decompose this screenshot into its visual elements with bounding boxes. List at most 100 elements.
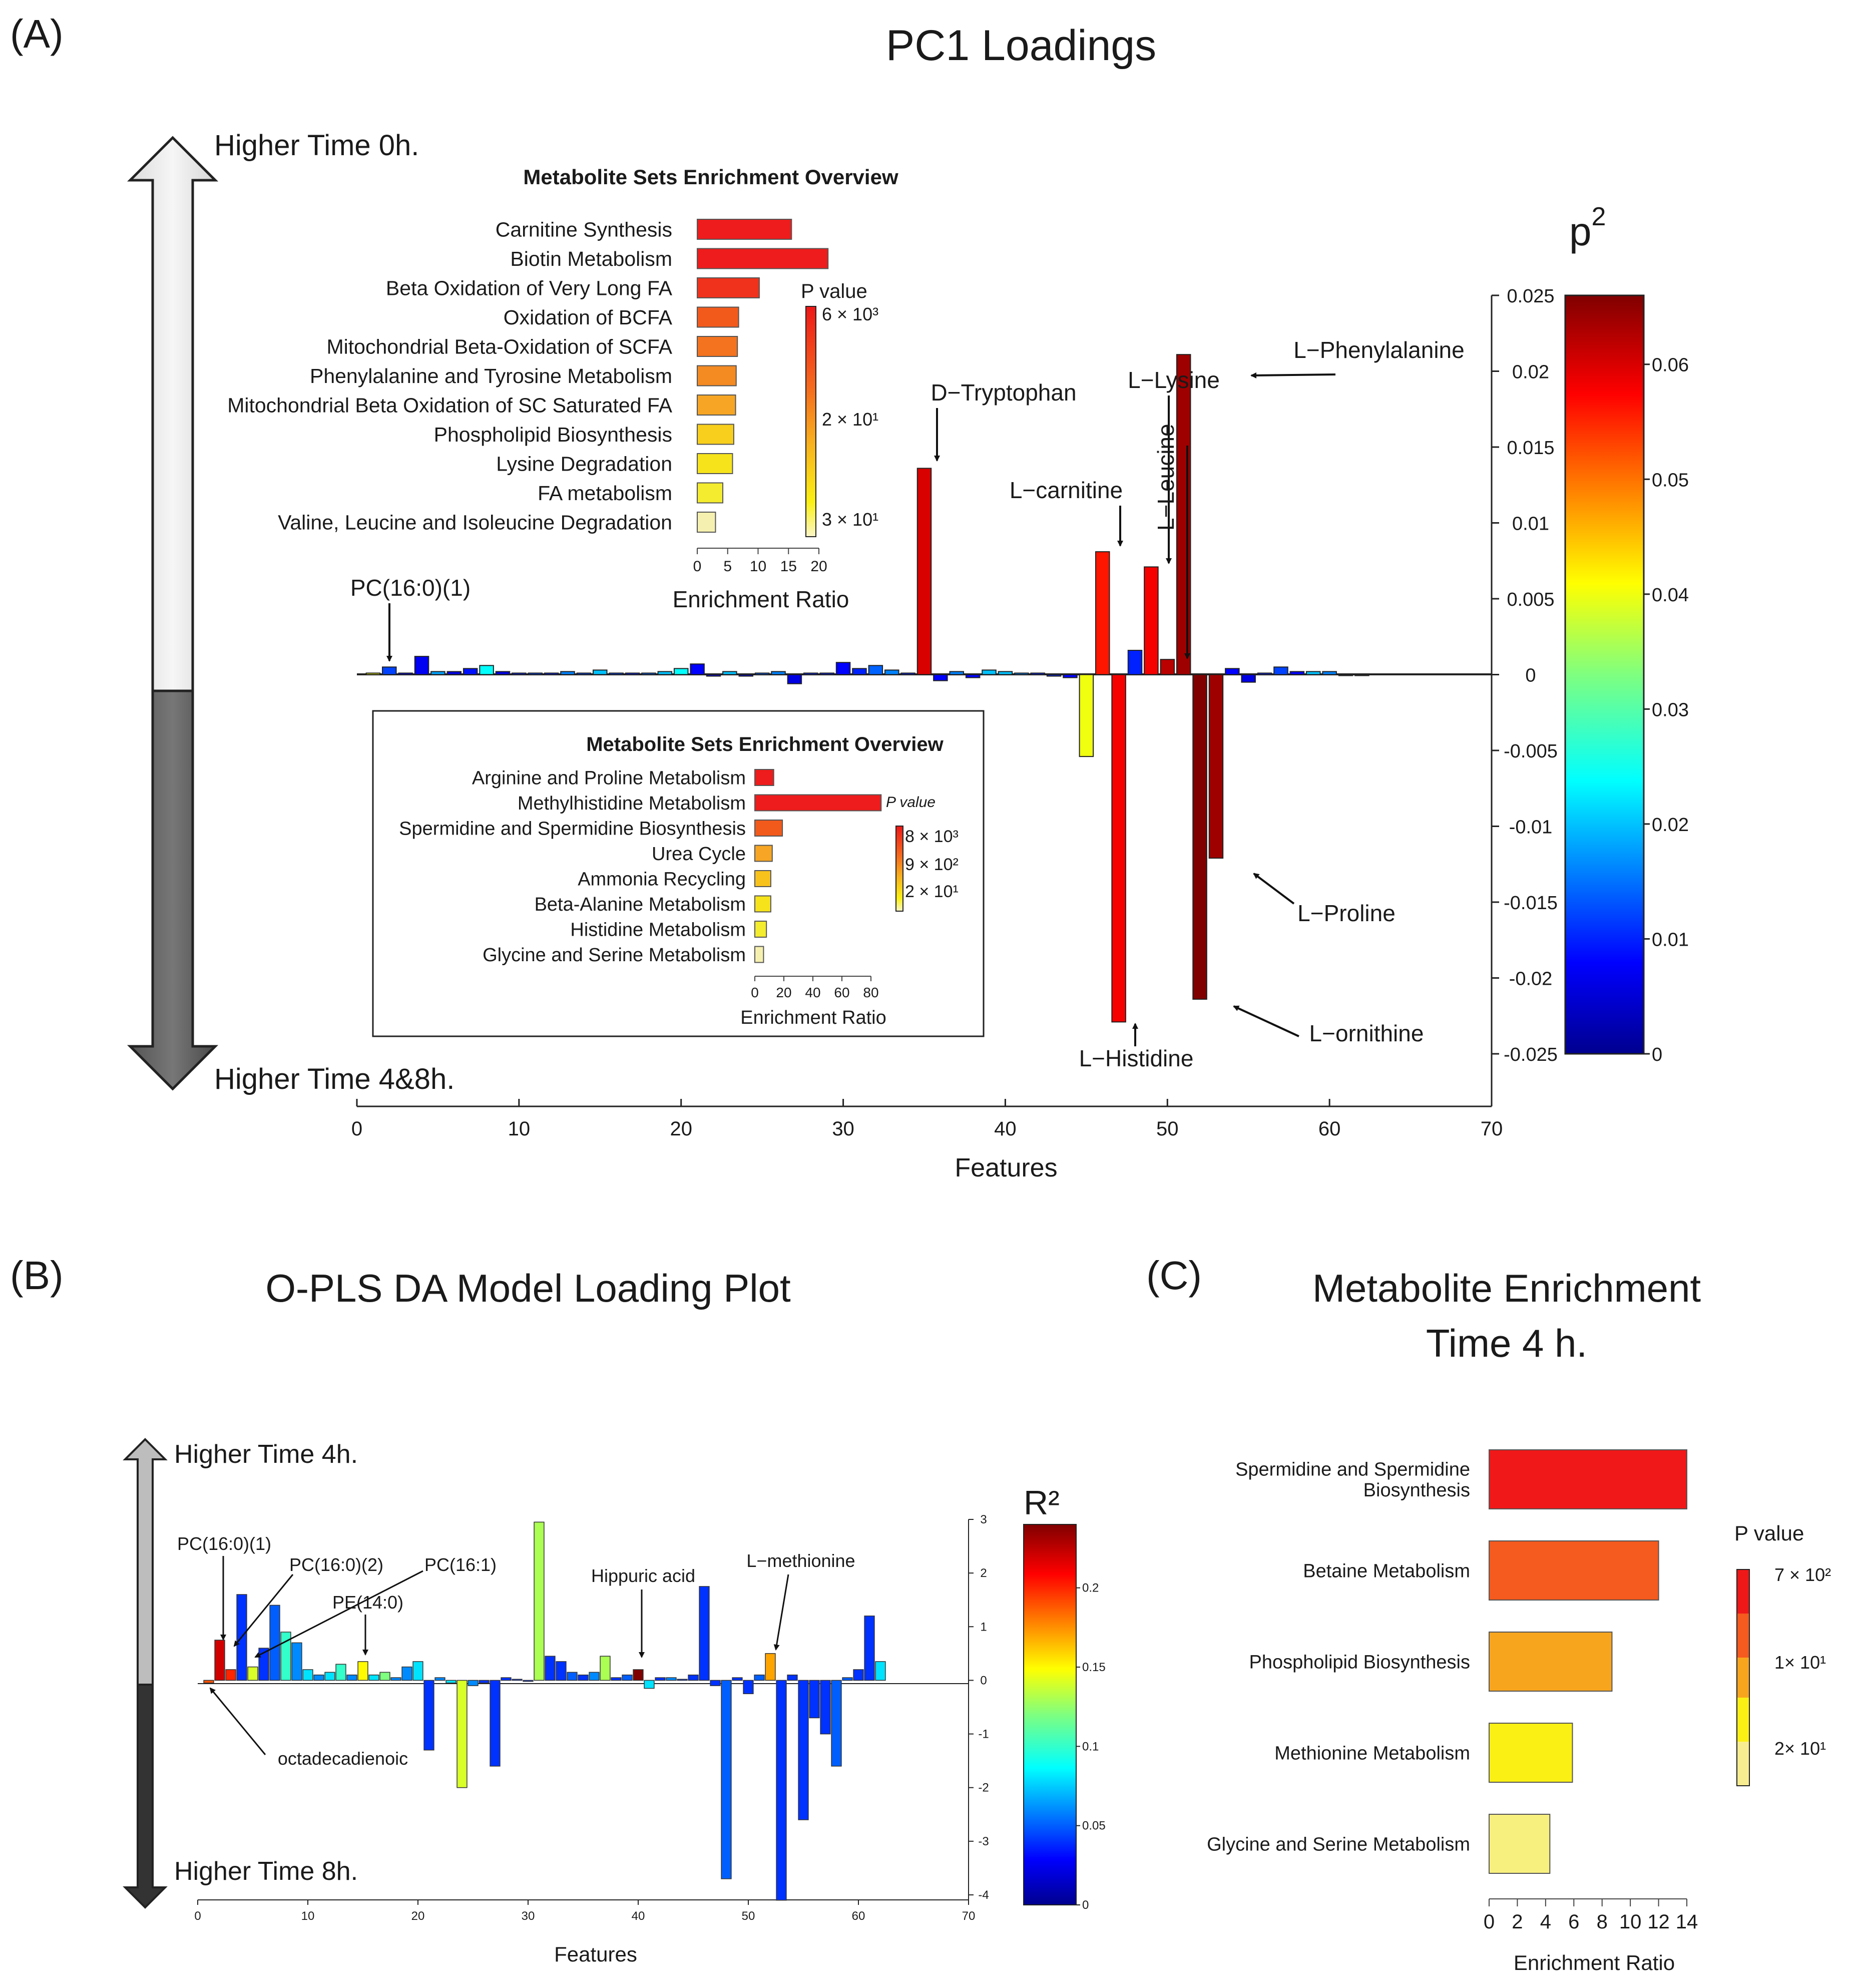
pc1-y-tick-label: 0 (1525, 665, 1536, 686)
enrich-c-bar (1489, 1723, 1573, 1783)
enrich-top-bar (697, 248, 829, 269)
enrich-top-category-label: Carnitine Synthesis (496, 218, 672, 241)
enrich-mid-bar (754, 946, 764, 963)
pc1-bar (1127, 650, 1143, 675)
enrich-c-title: Metabolite Enrichment (1312, 1266, 1701, 1310)
enrich-top-bar (697, 219, 792, 240)
opls-y-ticks: -4 -3 -2 -1 0 1 2 3 (969, 1513, 989, 1902)
opls-bar (280, 1632, 291, 1681)
opls-bar (831, 1680, 842, 1767)
opls-bar (699, 1586, 710, 1681)
opls-colorbar-tick-label: 0.1 (1082, 1740, 1099, 1753)
enrich-top-pvalue-tick-2: 2 × 10¹ (822, 409, 878, 430)
enrich-top-category-label: Phenylalanine and Tyrosine Metabolism (310, 364, 672, 387)
opls-bar (721, 1680, 732, 1879)
pc1-y-tick-label: -0.02 (1509, 969, 1553, 990)
enrich-mid-bar (754, 820, 783, 837)
enrich-mid-category-label: Spermidine and Spermidine Biosynthesis (399, 818, 746, 839)
pc1-bar (803, 672, 818, 675)
opls-bar (258, 1648, 269, 1681)
opls-bar (379, 1672, 390, 1681)
pc1-bar (657, 671, 673, 675)
pc1-x-tick-label: 40 (994, 1118, 1017, 1140)
enrich-mid-category-label: Methylhistidine Metabolism (518, 793, 746, 814)
opls-bar (567, 1672, 578, 1681)
pc1-bar (414, 656, 429, 675)
annot-l-ornithine-arrow (1233, 1005, 1299, 1037)
opls-colorbar-title: R² (1024, 1484, 1060, 1522)
pc1-bar (868, 665, 883, 675)
enrich-top-bar (697, 512, 716, 533)
opls-y-tick-label: -3 (978, 1835, 989, 1848)
pc1-colorbar-tick-label: 0 (1652, 1044, 1662, 1065)
enrich-top-pvalue-title: P value (801, 280, 867, 302)
pc1-bar (382, 666, 397, 675)
opls-bar (247, 1666, 258, 1681)
enrich-top-x-tick-label: 0 (693, 558, 702, 575)
enrich-c-category-label: Biosynthesis (1363, 1480, 1470, 1501)
pc1-colorbar-title: p2 (1569, 202, 1606, 254)
opls-bar (523, 1680, 534, 1682)
annot-b-octadecadienoic: octadecadienoic (278, 1748, 408, 1769)
opls-y-tick-label: -1 (978, 1728, 989, 1741)
pc1-bar (787, 674, 802, 684)
pc1-bar (949, 671, 965, 675)
enrich-top-category-label: Oxidation of BCFA (504, 306, 673, 329)
pc1-bar (1305, 671, 1321, 675)
pc1-bar (982, 669, 997, 675)
annot-b-pc16-0-2: PC(16:0)(2) (289, 1554, 383, 1575)
enrich-top-pvalue-bar (805, 306, 816, 537)
annot-b-pc16-0-1: PC(16:0)(1) (177, 1533, 271, 1554)
pc1-x-tick-label: 70 (1481, 1118, 1503, 1140)
pc1-bar (965, 674, 981, 678)
pc1-bar (933, 674, 948, 681)
pc1-y-tick-label: 0.005 (1507, 589, 1554, 610)
annot-pc16-0-1: PC(16:0)(1) (350, 575, 471, 601)
enrich-top-category-label: Mitochondrial Beta-Oxidation of SCFA (327, 335, 673, 358)
panel-a-label: (A) (10, 12, 64, 56)
enrich-top-bar (697, 453, 733, 474)
opls-bars (203, 1521, 886, 1901)
enrich-c-bar (1489, 1449, 1687, 1509)
opls-y-tick-label: 1 (980, 1620, 987, 1634)
pc1-colorbar-tick-label: 0.06 (1652, 355, 1689, 376)
pc1-bar (706, 674, 721, 677)
annot-l-leucine: L−Leucine (1153, 424, 1179, 531)
enrich-c-x-tick-label: 10 (1619, 1911, 1642, 1933)
pc1-bar (560, 671, 575, 675)
enrich-mid-box (372, 710, 985, 1037)
pc1-bar (900, 672, 915, 675)
opls-bar (688, 1674, 699, 1681)
pc1-x-tick-label: 10 (508, 1118, 531, 1140)
opls-x-axis-label: Features (554, 1942, 637, 1966)
enrich-mid-bar (754, 794, 882, 812)
pc1-bar (998, 671, 1013, 675)
enrich-mid-bar (754, 870, 771, 887)
enrich-mid-pvalue-tick-2: 9 × 10² (905, 855, 959, 874)
pc1-bar (1273, 666, 1288, 675)
opls-y-tick-label: 2 (980, 1566, 987, 1580)
pc1-y-tick-label: 0.02 (1512, 362, 1549, 383)
enrich-mid-bar (754, 769, 774, 786)
opls-bar (401, 1666, 412, 1681)
annot-b-pc16-0-2-arrow (233, 1574, 294, 1647)
opls-bar (203, 1680, 214, 1684)
pc1-bars (365, 354, 1369, 1023)
opls-bar (842, 1677, 853, 1681)
enrich-top-xlabel: Enrichment Ratio (673, 586, 849, 612)
annot-b-methionine: L−methionine (746, 1550, 855, 1571)
enrich-top-bar (697, 482, 724, 504)
opls-x-tick-label: 50 (742, 1909, 755, 1923)
pc1-y-tick-label: 0.025 (1507, 286, 1554, 307)
pc1-colorbar-tick-label: 0.01 (1652, 929, 1689, 950)
pc1-x-ticks: 0 10 20 30 40 50 60 70 (351, 1099, 1503, 1140)
pc1-colorbar-tick-label: 0.04 (1652, 585, 1689, 606)
enrich-mid-category-label: Ammonia Recycling (578, 869, 746, 890)
opls-bar (534, 1521, 545, 1681)
enrich-c-pvalue-title: P value (1734, 1521, 1804, 1545)
pc1-bar (1354, 674, 1369, 676)
pc1-bar (1322, 671, 1337, 675)
enrich-top-category-label: FA metabolism (538, 482, 672, 505)
pc1-colorbar-tick-label: 0.02 (1652, 815, 1689, 836)
